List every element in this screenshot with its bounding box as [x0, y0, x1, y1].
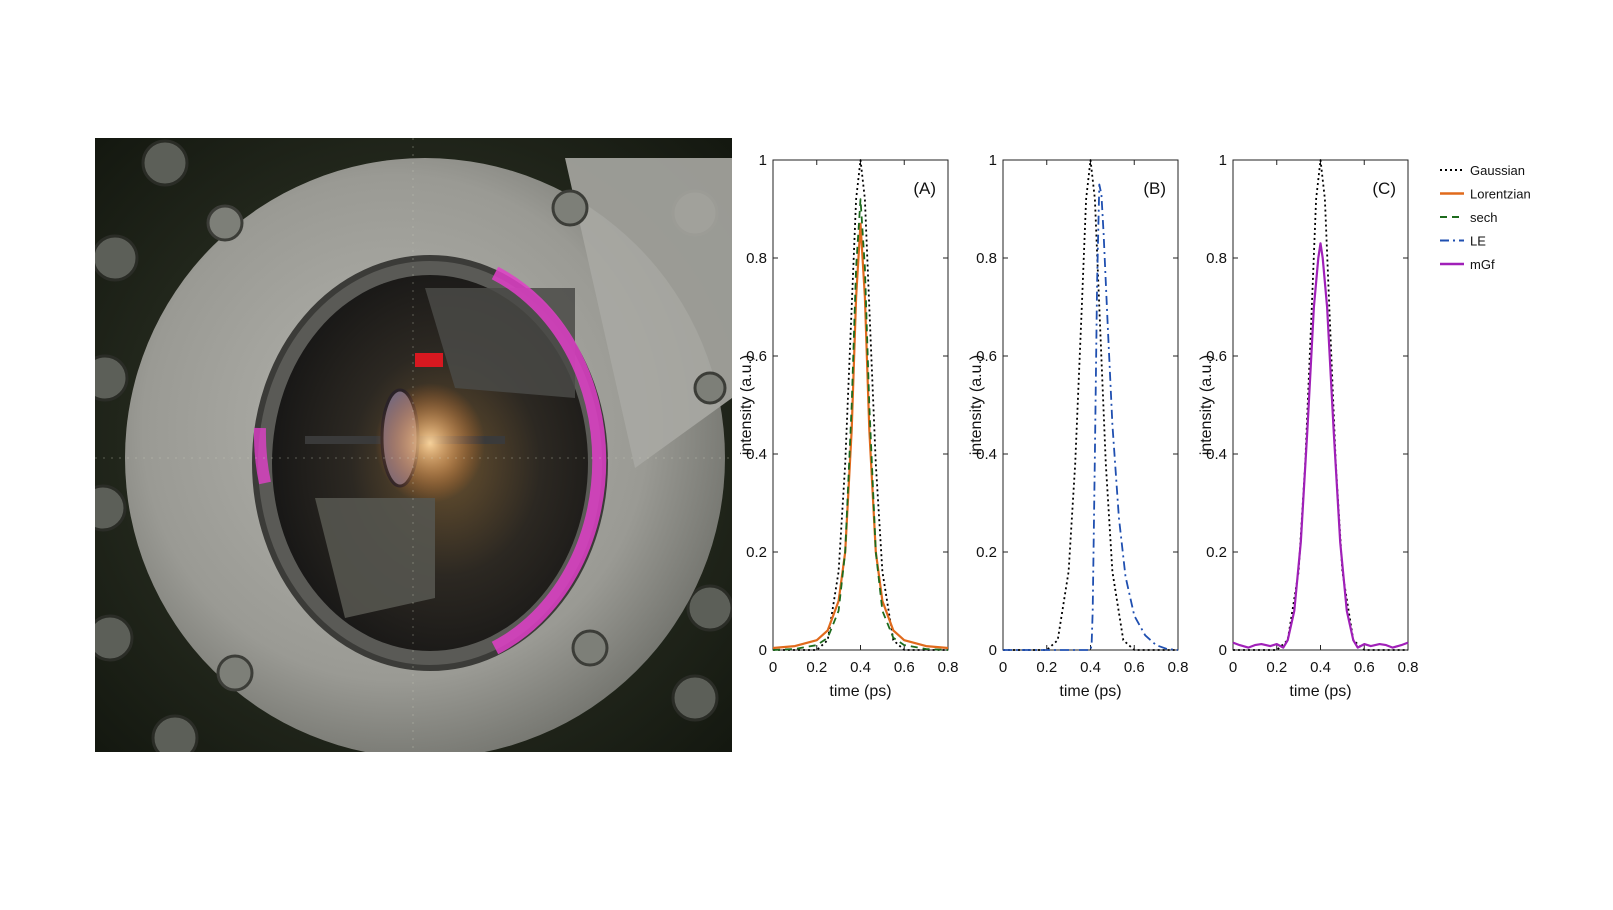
- series-line-gaussian: [1233, 159, 1408, 651]
- heater-glow: [375, 383, 485, 503]
- panel-label: (C): [1372, 179, 1396, 198]
- plot-area: [1232, 159, 1409, 651]
- plot-area: [1002, 159, 1179, 651]
- y-tick-label: 0.8: [746, 250, 767, 267]
- x-tick-label: 0.2: [1266, 659, 1287, 676]
- y-tick-label: 0.2: [976, 544, 997, 561]
- y-tick-label: 1: [989, 152, 997, 169]
- y-tick-label: 0.4: [1206, 446, 1227, 463]
- panel-label: (B): [1143, 179, 1166, 198]
- x-tick-label: 0: [999, 659, 1007, 676]
- y-tick-label: 1: [1219, 152, 1227, 169]
- chamber-viewport-photo: [95, 138, 732, 752]
- legend-label-le: LE: [1470, 234, 1486, 249]
- chart-panel-1: 0 0.2 0.4 0.6 0.8 0 0.2 0.4 0.6 0.8 1 time (ps) inte…: [740, 152, 958, 700]
- y-tick-label: 1: [759, 152, 767, 169]
- debris-top: [425, 288, 575, 398]
- x-tick-label: 0.2: [1036, 659, 1057, 676]
- x-axis-label: time (ps): [1059, 683, 1121, 700]
- y-tick-label: 0.8: [1206, 250, 1227, 267]
- series-line-gaussian: [773, 159, 948, 651]
- x-axis-label: time (ps): [829, 683, 891, 700]
- plasma-glow-left: [253, 427, 271, 485]
- panel-label: (A): [913, 179, 936, 198]
- x-tick-label: 0.6: [1354, 659, 1375, 676]
- x-tick-label: 0: [769, 659, 777, 676]
- x-tick-label: 0.4: [1080, 659, 1101, 676]
- y-tick-label: 0.6: [1206, 348, 1227, 365]
- flange-bolts: [206, 189, 727, 692]
- chart-panels: 0 0.2 0.4 0.6 0.8 0 0.2 0.4 0.6 0.8 1 time (ps) inte…: [740, 152, 1418, 700]
- y-tick-label: 0.2: [1206, 544, 1227, 561]
- x-tick-label: 0.2: [806, 659, 827, 676]
- series-line-gaussian: [1003, 159, 1178, 651]
- series-line-mgf: [1232, 242, 1409, 649]
- y-tick-label: 0: [759, 642, 767, 659]
- y-axis-label: intensity (a.u.): [740, 355, 755, 455]
- y-tick-label: 0.6: [976, 348, 997, 365]
- series-line-le: [1003, 183, 1179, 651]
- chamber-wall-bolts: [95, 139, 732, 752]
- x-tick-label: 0.6: [894, 659, 915, 676]
- pulse-profile-charts: 0 0.2 0.4 0.6 0.8 0 0.2 0.4 0.6 0.8 1 time (ps) inte…: [740, 152, 1531, 700]
- chart-panel-2: 0 0.2 0.4 0.6 0.8 0 0.2 0.4 0.6 0.8 1 time (ps) inte…: [968, 152, 1188, 700]
- plasma-glow-right: [491, 266, 607, 655]
- y-tick-label: 0.4: [976, 446, 997, 463]
- chart-panel-3: 0 0.2 0.4 0.6 0.8 0 0.2 0.4 0.6 0.8 1 time (ps) inte…: [1198, 152, 1418, 700]
- legend: Gaussian Lorentzian sech LE mGf: [1440, 163, 1531, 272]
- y-axis-label: intensity (a.u.): [968, 355, 985, 455]
- series-line-lorentzian: [772, 222, 949, 650]
- x-tick-label: 0.8: [1168, 659, 1189, 676]
- y-tick-label: 0: [1219, 642, 1227, 659]
- x-tick-label: 0.8: [1398, 659, 1419, 676]
- x-axis-label: time (ps): [1289, 683, 1351, 700]
- x-tick-label: 0: [1229, 659, 1237, 676]
- x-tick-label: 0.4: [1310, 659, 1331, 676]
- y-axis-label: intensity (a.u.): [1198, 355, 1215, 455]
- x-tick-label: 0.8: [938, 659, 959, 676]
- legend-label-sech: sech: [1470, 210, 1497, 225]
- y-tick-label: 0.6: [746, 348, 767, 365]
- y-tick-label: 0.2: [746, 544, 767, 561]
- legend-label-mgf: mGf: [1470, 257, 1495, 272]
- x-tick-label: 0.4: [850, 659, 871, 676]
- x-tick-label: 0.6: [1124, 659, 1145, 676]
- y-tick-label: 0: [989, 642, 997, 659]
- mount-bracket: [565, 158, 732, 468]
- legend-label-gaussian: Gaussian: [1470, 163, 1525, 178]
- red-element: [415, 353, 443, 367]
- debris-bottom: [315, 498, 435, 618]
- y-tick-label: 0.4: [746, 446, 767, 463]
- legend-label-lorentzian: Lorentzian: [1470, 187, 1531, 202]
- y-tick-label: 0.8: [976, 250, 997, 267]
- series-line-sech: [772, 198, 949, 651]
